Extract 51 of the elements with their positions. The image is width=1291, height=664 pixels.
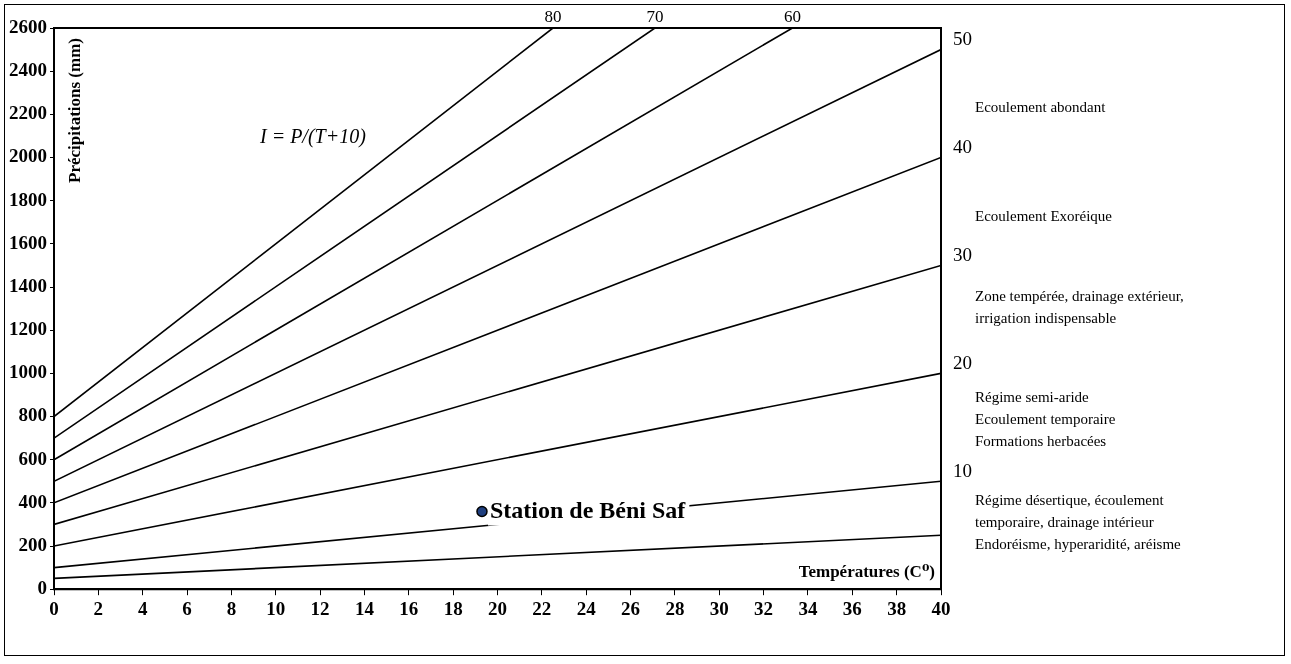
series-label: 80: [544, 6, 562, 26]
series-label: 10: [953, 459, 972, 481]
series-label: 30: [953, 243, 972, 265]
y-tick-label: 2000: [9, 145, 47, 167]
series-label: 40: [953, 135, 972, 157]
y-tick-label: 1600: [9, 231, 47, 253]
y-tick-label: 2600: [9, 15, 47, 37]
x-tick-label: 2: [93, 597, 104, 619]
series-label: Station de Béni Saf: [489, 496, 687, 523]
y-tick-label: 0: [37, 577, 47, 599]
y-tick-label: 600: [18, 447, 47, 469]
y-tick-label: 400: [18, 490, 47, 512]
x-tick-label: 36: [842, 597, 862, 619]
text: Ecoulement abondant: [975, 98, 1107, 115]
series-label: 60: [783, 6, 801, 26]
x-tick-label: 10: [266, 597, 286, 619]
series-label: 70: [646, 6, 664, 26]
text: Zone tempérée, drainage extérieur, irrigation indispensable: [975, 287, 1184, 326]
x-tick-label: 26: [621, 597, 641, 619]
y-tick-label: 1200: [9, 318, 47, 340]
x-tick-label: 14: [354, 597, 375, 619]
text: Régime désertique, écoulement temporaire, drainage intérieur Endoréisme, hyperaridité, aréisme: [975, 491, 1182, 552]
x-tick-label: 12: [310, 597, 330, 619]
y-tick-label: 1800: [9, 188, 47, 210]
y-tick-label: 1000: [9, 361, 47, 383]
y-tick-label: 2200: [9, 102, 47, 124]
annotation: I = P/(T+10): [259, 125, 367, 149]
series-label: 50: [953, 28, 972, 50]
x-tick-label: 38: [887, 597, 907, 619]
x-tick-label: 30: [709, 597, 729, 619]
x-tick-label: 40: [931, 597, 951, 619]
x-tick-label: 18: [443, 597, 463, 619]
y-tick-label: 1400: [9, 274, 47, 296]
x-tick-label: 28: [665, 597, 685, 619]
x-axis-title: Températures (C⁰): [798, 562, 935, 582]
x-tick-label: 4: [137, 597, 148, 619]
y-tick-label: 200: [18, 533, 47, 555]
y-tick-label: 800: [18, 404, 47, 426]
y-tick-label: 2400: [9, 59, 47, 81]
x-tick-label: 22: [532, 597, 552, 619]
text: Régime semi-aride Ecoulement temporaire Formations herbacées: [975, 388, 1116, 449]
x-tick-label: 6: [182, 597, 192, 619]
y-axis-title: Précipitations (mm): [65, 38, 85, 183]
x-tick-label: 8: [226, 597, 237, 619]
text: Ecoulement Exoréique: [975, 207, 1113, 224]
x-tick-label: 34: [798, 597, 818, 619]
x-tick-label: 24: [576, 597, 597, 619]
x-tick-label: 32: [754, 597, 774, 619]
x-tick-label: 20: [488, 597, 507, 619]
series-label: 20: [953, 351, 972, 373]
x-tick-label: 16: [399, 597, 419, 619]
